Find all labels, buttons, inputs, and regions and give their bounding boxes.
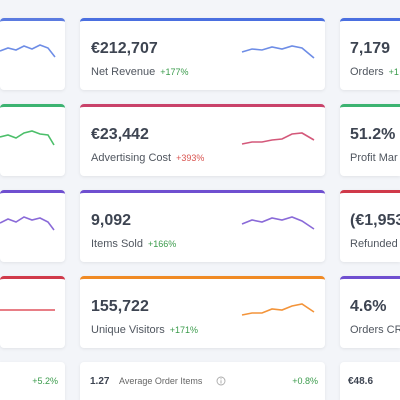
sparkline (0, 130, 55, 146)
kpi-value: (€1,953 (350, 212, 400, 229)
kpi-value: 155,722 (91, 298, 149, 315)
kpi-card: €212,707 Net Revenue +177% (80, 18, 325, 90)
kpi-label: Refunded (350, 238, 398, 250)
kpi-card: 7,179 Orders +1 (340, 18, 400, 90)
label-text: Net Revenue (91, 66, 156, 78)
kpi-change: +1 (388, 67, 399, 77)
kpi-value: 7,179 (350, 40, 391, 57)
mini-card: +5.2% (0, 362, 65, 400)
mini-card: €48.6 (340, 362, 400, 400)
kpi-card (0, 104, 65, 176)
label-text: Orders (350, 66, 384, 78)
sparkline (0, 44, 56, 58)
sparkline (0, 216, 55, 231)
mini-value: 1.27 (90, 376, 110, 387)
kpi-change: +171% (169, 325, 199, 335)
kpi-label: Advertising Cost +393% (91, 152, 204, 164)
mini-change: +0.8% (292, 376, 318, 386)
kpi-value: €212,707 (91, 40, 158, 57)
kpi-value: 9,092 (91, 212, 132, 229)
kpi-label: Orders +1 (350, 66, 399, 78)
sparkline (0, 309, 55, 311)
kpi-label: Unique Visitors +171% (91, 324, 198, 336)
kpi-change: +166% (147, 239, 177, 249)
label-text: Unique Visitors (91, 324, 165, 336)
kpi-label: Net Revenue +177% (91, 66, 189, 78)
label-text: Advertising Cost (91, 152, 172, 164)
mini-value: €48.6 (348, 376, 374, 387)
kpi-value: 51.2% (350, 126, 396, 143)
label-text: Items Sold (91, 238, 143, 250)
kpi-card: 51.2% Profit Mar (340, 104, 400, 176)
sparkline (241, 216, 315, 230)
kpi-label: Profit Mar (350, 152, 398, 164)
kpi-card: 9,092 Items Sold +166% (80, 190, 325, 262)
kpi-card (0, 276, 65, 348)
kpi-card (0, 190, 65, 262)
kpi-change: +393% (176, 153, 205, 163)
kpi-card: 4.6% Orders CR (340, 276, 400, 348)
kpi-card: (€1,953 Refunded (340, 190, 400, 262)
sparkline (241, 132, 315, 145)
info-icon[interactable] (216, 376, 226, 386)
sparkline (241, 45, 315, 59)
kpi-value: 4.6% (350, 298, 387, 315)
kpi-card: 155,722 Unique Visitors +171% (80, 276, 325, 348)
mini-card: 1.27 Average Order Items +0.8% (80, 362, 325, 400)
kpi-label: Orders CR (350, 324, 400, 336)
kpi-card: €23,442 Advertising Cost +393% (80, 104, 325, 176)
mini-change: +5.2% (32, 376, 58, 386)
kpi-change: +177% (160, 67, 189, 77)
sparkline (241, 303, 315, 316)
kpi-card (0, 18, 65, 90)
kpi-label: Items Sold +166% (91, 238, 176, 250)
mini-label: Average Order Items (119, 376, 203, 386)
kpi-value: €23,442 (91, 126, 149, 143)
